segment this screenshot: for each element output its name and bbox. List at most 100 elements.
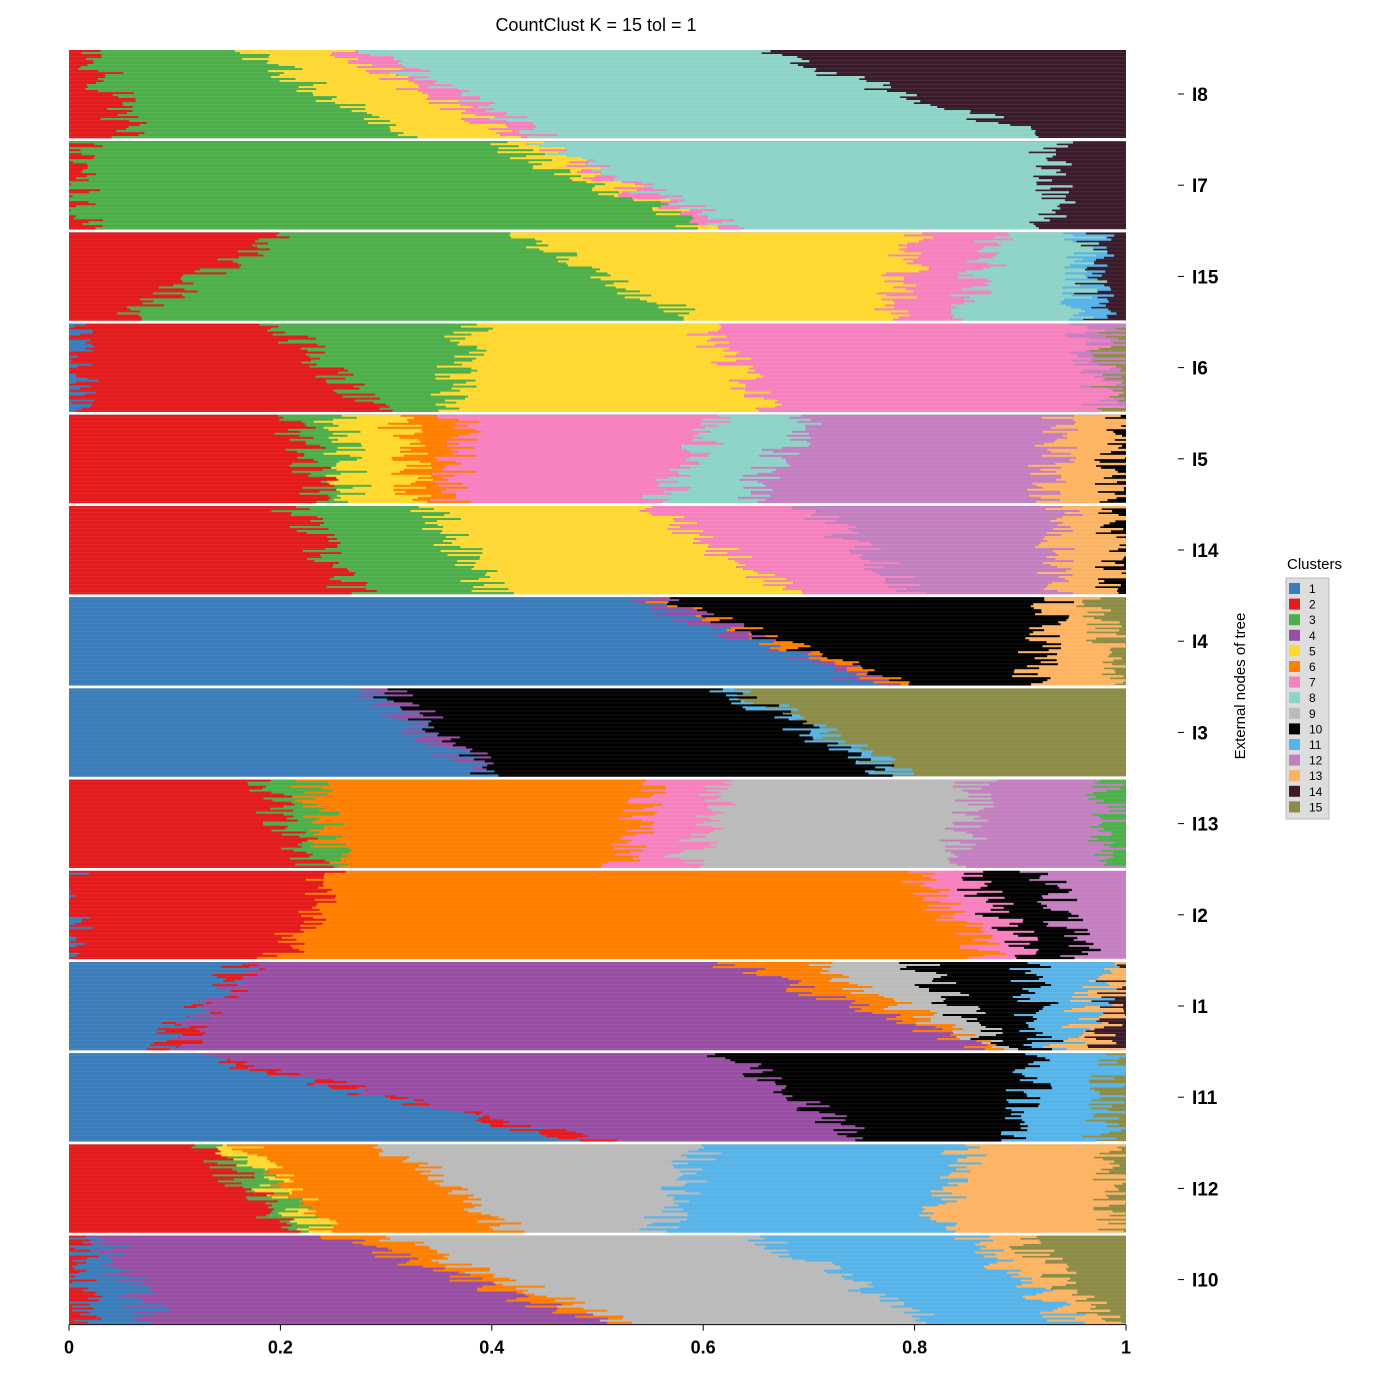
segment-cluster-10: [804, 643, 1062, 646]
segment-cluster-4: [856, 679, 890, 682]
segment-cluster-6: [292, 934, 993, 938]
segment-cluster-13: [931, 1194, 1107, 1197]
segment-cluster-11: [680, 1220, 937, 1223]
segment-cluster-12: [811, 442, 1044, 446]
segment-cluster-2: [69, 1216, 257, 1219]
segment-cluster-8: [657, 484, 767, 488]
segment-cluster-5: [442, 530, 704, 533]
segment-cluster-5: [443, 526, 681, 529]
segment-cluster-2: [546, 1135, 589, 1138]
sample-row: [69, 882, 1046, 886]
segment-cluster-7: [660, 205, 706, 208]
segment-cluster-5: [349, 454, 405, 458]
segment-cluster-8: [697, 213, 1039, 216]
row-sheen: [69, 1230, 1126, 1232]
segment-cluster-11: [1033, 1081, 1090, 1084]
segment-cluster-3: [306, 851, 349, 854]
segment-cluster-4: [801, 651, 812, 654]
segment-cluster-2: [96, 391, 337, 394]
segment-cluster-2: [69, 274, 184, 277]
segment-cluster-13: [1060, 476, 1104, 480]
segment-cluster-1: [69, 1034, 183, 1037]
segment-cluster-5: [430, 393, 745, 396]
segment-cluster-13: [1035, 500, 1100, 504]
segment-cluster-6: [406, 1261, 439, 1264]
segment-cluster-5: [663, 310, 909, 313]
sample-row: [69, 498, 1108, 502]
segment-cluster-2: [69, 416, 284, 420]
segment-cluster-2: [69, 308, 131, 311]
segment-cluster-5: [633, 199, 671, 202]
segment-cluster-6: [399, 436, 452, 440]
segment-cluster-13: [1047, 532, 1096, 535]
segment-cluster-2: [69, 490, 320, 494]
sample-row: [69, 1081, 1090, 1084]
segment-cluster-9: [719, 819, 988, 822]
segment-cluster-7: [923, 238, 1013, 241]
segment-cluster-11: [771, 1251, 976, 1254]
row-sheen: [69, 980, 1126, 981]
segment-cluster-11: [740, 700, 745, 703]
sample-row: [69, 698, 1126, 701]
segment-cluster-7: [708, 546, 855, 549]
segment-cluster-1: [69, 377, 88, 380]
sample-row: [69, 1200, 1126, 1203]
segment-cluster-7: [907, 246, 984, 249]
sample-row: [69, 1089, 1095, 1092]
sample-row: [69, 942, 1094, 946]
segment-cluster-6: [269, 1170, 432, 1173]
segment-cluster-6: [324, 876, 931, 880]
legend-label-10: 10: [1309, 722, 1323, 736]
sample-row: [69, 546, 1126, 549]
segment-cluster-1: [69, 399, 95, 402]
segment-cluster-3: [100, 118, 364, 121]
segment-cluster-2: [69, 789, 250, 792]
legend-label-12: 12: [1309, 754, 1323, 768]
segment-cluster-13: [1052, 1309, 1111, 1312]
segment-cluster-8: [692, 428, 806, 432]
sample-row: [69, 712, 784, 715]
segment-cluster-9: [731, 801, 994, 804]
segment-cluster-4: [143, 1299, 507, 1302]
segment-cluster-11: [1036, 1034, 1083, 1037]
segment-cluster-2: [478, 1117, 491, 1120]
sample-row: [69, 968, 1126, 971]
row-sheen: [69, 270, 1126, 272]
segment-cluster-4: [104, 1263, 398, 1266]
segment-cluster-7: [759, 373, 1103, 376]
segment-cluster-2: [224, 996, 239, 999]
segment-cluster-8: [992, 256, 1068, 259]
row-sheen: [69, 1277, 1126, 1279]
sample-row: [69, 1079, 1126, 1082]
segment-cluster-3: [272, 333, 472, 336]
segment-cluster-3: [75, 215, 692, 218]
segment-cluster-12: [751, 466, 1061, 470]
sample-row: [69, 240, 1077, 243]
segment-cluster-3: [218, 1180, 284, 1183]
segment-cluster-13: [1018, 651, 1112, 654]
segment-cluster-12: [832, 534, 1062, 537]
segment-cluster-2: [69, 590, 377, 593]
segment-cluster-5: [468, 534, 700, 537]
row-sheen: [69, 1059, 1126, 1061]
sample-row: [69, 625, 1122, 628]
segment-cluster-3: [117, 312, 690, 315]
segment-cluster-2: [69, 264, 242, 267]
segment-cluster-11: [778, 1255, 984, 1258]
segment-cluster-6: [808, 653, 823, 656]
segment-cluster-1: [69, 1123, 491, 1126]
segment-cluster-12: [1077, 353, 1092, 356]
segment-cluster-11: [683, 1208, 925, 1211]
segment-cluster-9: [690, 837, 988, 840]
segment-cluster-7: [585, 163, 587, 166]
row-sheen: [69, 258, 1126, 260]
segment-cluster-3: [105, 76, 272, 79]
segment-cluster-1: [90, 1239, 106, 1242]
segment-cluster-13: [980, 1146, 1118, 1149]
segment-cluster-1: [69, 938, 76, 942]
segment-cluster-7: [978, 948, 1039, 952]
segment-cluster-3: [289, 526, 443, 529]
segment-cluster-7: [335, 56, 394, 59]
segment-cluster-7: [738, 562, 901, 565]
segment-cluster-1: [69, 1113, 476, 1116]
